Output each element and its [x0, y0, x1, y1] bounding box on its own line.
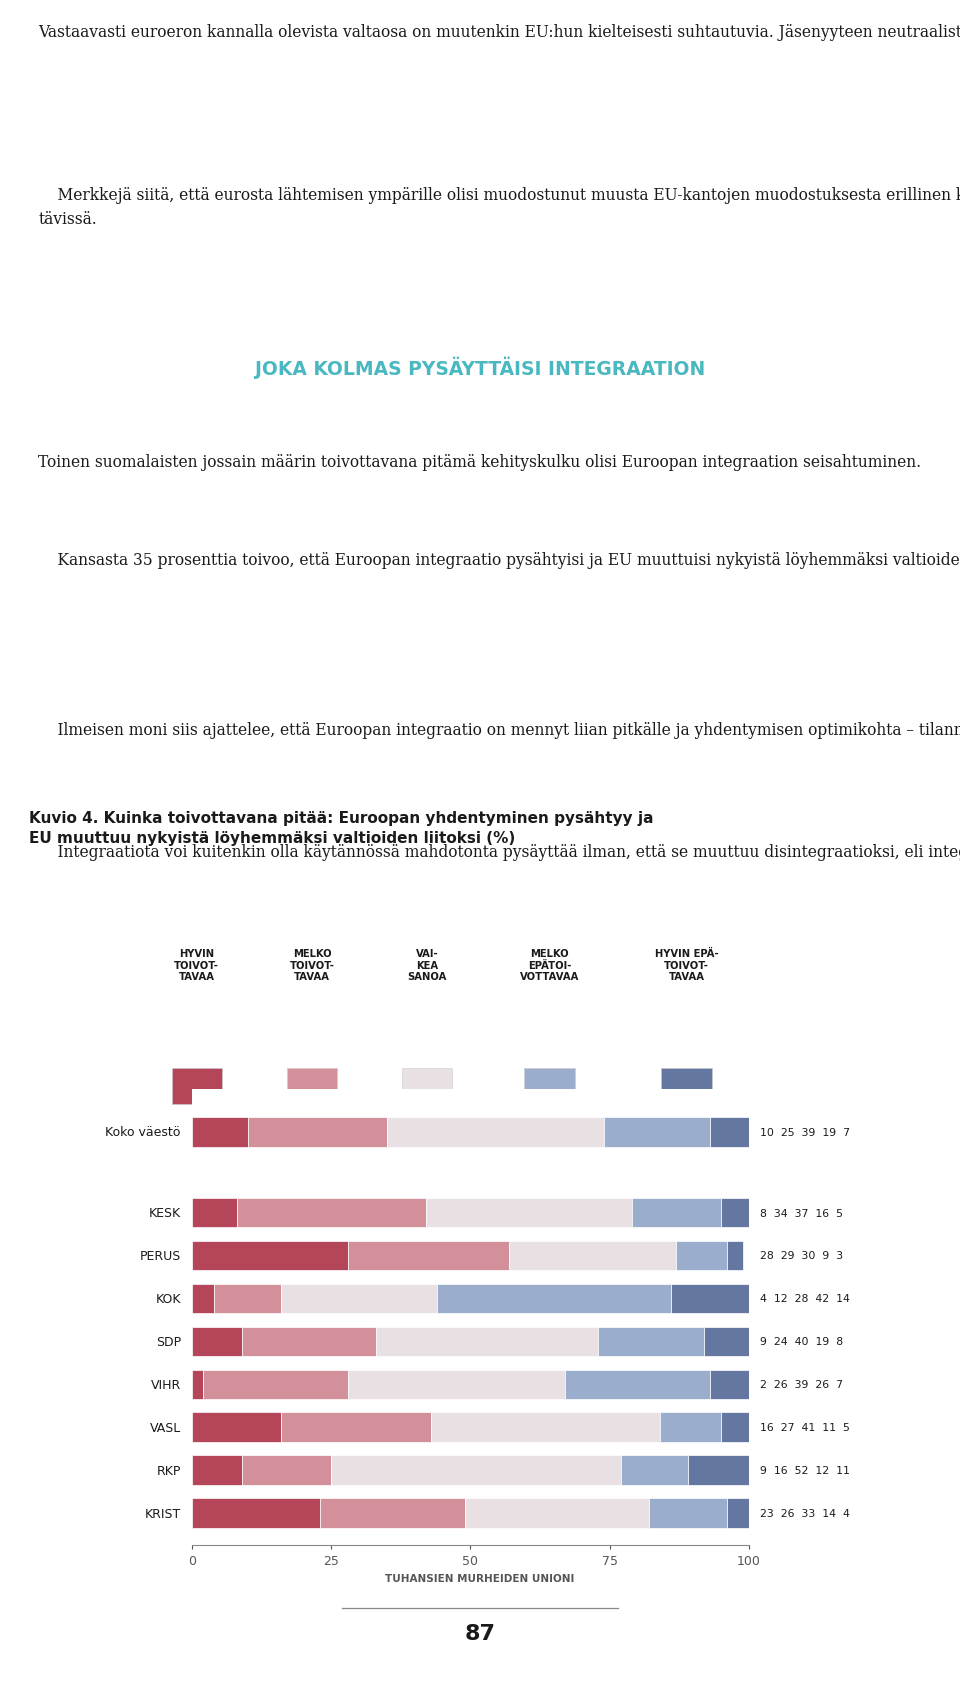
Text: 9  16  52  12  11: 9 16 52 12 11: [760, 1466, 850, 1474]
Bar: [242, 1328, 375, 1356]
Text: 8  34  37  16  5: 8 34 37 16 5: [760, 1208, 843, 1218]
Text: Koko väestö: Koko väestö: [106, 1127, 180, 1138]
Bar: [192, 1241, 348, 1270]
Bar: [431, 1412, 660, 1442]
Bar: [661, 1067, 711, 1105]
Text: 23  26  33  14  4: 23 26 33 14 4: [760, 1508, 850, 1518]
Bar: [192, 1118, 248, 1147]
Bar: [465, 1498, 649, 1529]
Bar: [348, 1370, 565, 1398]
Bar: [671, 1284, 749, 1314]
Bar: [524, 1067, 575, 1105]
Text: MELKO
TOIVOT-
TAVAA: MELKO TOIVOT- TAVAA: [290, 948, 334, 981]
Bar: [172, 1067, 222, 1105]
Text: VAI-
KEA
SANOA: VAI- KEA SANOA: [407, 948, 447, 981]
Text: 4  12  28  42  14: 4 12 28 42 14: [760, 1294, 850, 1304]
Bar: [677, 1241, 727, 1270]
Text: KESK: KESK: [149, 1206, 180, 1219]
Bar: [192, 1198, 236, 1228]
Bar: [727, 1241, 743, 1270]
Bar: [426, 1198, 632, 1228]
Text: Ilmeisen moni siis ajattelee, että Euroopan integraatio on mennyt liian pitkälle: Ilmeisen moni siis ajattelee, että Euroo…: [38, 721, 960, 738]
Bar: [727, 1498, 749, 1529]
Bar: [705, 1328, 749, 1356]
Bar: [214, 1284, 281, 1314]
Bar: [192, 1456, 242, 1485]
Bar: [242, 1456, 331, 1485]
Text: RKP: RKP: [156, 1464, 180, 1476]
Bar: [192, 1498, 320, 1529]
Bar: [565, 1370, 709, 1398]
Text: Kansasta 35 prosenttia toivoo, että Euroopan integraatio pysähtyisi ja EU muuttu: Kansasta 35 prosenttia toivoo, että Euro…: [38, 551, 960, 568]
Bar: [709, 1118, 749, 1147]
Bar: [192, 1284, 214, 1314]
Bar: [348, 1241, 510, 1270]
Bar: [598, 1328, 705, 1356]
Bar: [192, 1328, 242, 1356]
Bar: [510, 1241, 677, 1270]
Text: 2  26  39  26  7: 2 26 39 26 7: [760, 1380, 843, 1390]
Bar: [192, 1412, 281, 1442]
Bar: [192, 1370, 204, 1398]
Bar: [375, 1328, 598, 1356]
Text: KOK: KOK: [156, 1292, 180, 1306]
Bar: [287, 1067, 337, 1105]
Text: 10  25  39  19  7: 10 25 39 19 7: [760, 1127, 850, 1137]
Text: Toinen suomalaisten jossain määrin toivottavana pitämä kehityskulku olisi Euroop: Toinen suomalaisten jossain määrin toivo…: [38, 454, 922, 471]
Bar: [632, 1198, 721, 1228]
Text: 87: 87: [465, 1623, 495, 1643]
Bar: [660, 1412, 721, 1442]
Bar: [721, 1198, 749, 1228]
Bar: [621, 1456, 687, 1485]
Text: Merkkejä siitä, että eurosta lähtemisen ympärille olisi muodostunut muusta EU-ka: Merkkejä siitä, että eurosta lähtemisen …: [38, 186, 960, 228]
Bar: [281, 1284, 437, 1314]
Bar: [204, 1370, 348, 1398]
Text: Vastaavasti euroeron kannalla olevista valtaosa on muutenkin EU:hun kielteisesti: Vastaavasti euroeron kannalla olevista v…: [38, 24, 960, 41]
Text: MELKO
EPÄTOI-
VOTTAVAA: MELKO EPÄTOI- VOTTAVAA: [520, 948, 579, 981]
Bar: [236, 1198, 426, 1228]
Bar: [402, 1067, 452, 1105]
Text: JOKA KOLMAS PYSÄYTTÄISI INTEGRAATION: JOKA KOLMAS PYSÄYTTÄISI INTEGRAATION: [254, 356, 706, 378]
Text: Kuvio 4. Kuinka toivottavana pitää: Euroopan yhdentyminen pysähtyy ja
EU muuttuu: Kuvio 4. Kuinka toivottavana pitää: Euro…: [29, 811, 654, 846]
Bar: [721, 1412, 749, 1442]
Bar: [687, 1456, 749, 1485]
Text: VIHR: VIHR: [151, 1378, 180, 1392]
Bar: [649, 1498, 727, 1529]
Bar: [437, 1284, 671, 1314]
Bar: [604, 1118, 709, 1147]
Text: SDP: SDP: [156, 1334, 180, 1348]
Text: TUHANSIEN MURHEIDEN UNIONI: TUHANSIEN MURHEIDEN UNIONI: [385, 1574, 575, 1583]
Text: HYVIN EPÄ-
TOIVOT-
TAVAA: HYVIN EPÄ- TOIVOT- TAVAA: [655, 948, 718, 981]
Text: KRIST: KRIST: [145, 1507, 180, 1520]
Text: PERUS: PERUS: [139, 1250, 180, 1262]
Bar: [331, 1456, 621, 1485]
Bar: [281, 1412, 431, 1442]
Bar: [248, 1118, 387, 1147]
Text: Integraatiota voi kuitenkin olla käytännössä mahdotonta pysäyttää ilman, että se: Integraatiota voi kuitenkin olla käytänn…: [38, 843, 960, 860]
Bar: [320, 1498, 465, 1529]
Text: 28  29  30  9  3: 28 29 30 9 3: [760, 1252, 843, 1260]
Bar: [709, 1370, 749, 1398]
Bar: [387, 1118, 604, 1147]
Text: 16  27  41  11  5: 16 27 41 11 5: [760, 1422, 850, 1432]
Text: VASL: VASL: [150, 1420, 180, 1434]
Text: 9  24  40  19  8: 9 24 40 19 8: [760, 1336, 843, 1346]
Text: HYVIN
TOIVOT-
TAVAA: HYVIN TOIVOT- TAVAA: [175, 948, 219, 981]
